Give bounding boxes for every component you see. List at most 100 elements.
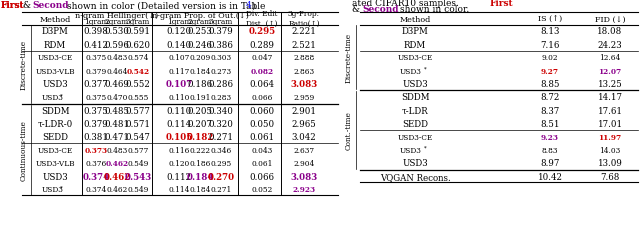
Text: 0.542: 0.542 xyxy=(127,67,150,75)
Text: First: First xyxy=(490,0,514,7)
Text: FID (↓): FID (↓) xyxy=(595,16,625,23)
Text: 0.107: 0.107 xyxy=(168,54,189,62)
Text: 0.375: 0.375 xyxy=(84,106,108,115)
Text: 0.246: 0.246 xyxy=(188,40,212,50)
Text: 3.083: 3.083 xyxy=(291,172,317,181)
Text: 0.471: 0.471 xyxy=(104,133,129,142)
Text: 8.72: 8.72 xyxy=(540,93,560,102)
Text: 0.481: 0.481 xyxy=(104,119,129,128)
Text: USD3-CE: USD3-CE xyxy=(37,146,72,154)
Text: Cont.-time: Cont.-time xyxy=(345,111,353,150)
Text: shown in color.: shown in color. xyxy=(400,5,469,14)
Text: *: * xyxy=(60,184,62,189)
Text: 8.83: 8.83 xyxy=(541,146,558,154)
Text: 2.521: 2.521 xyxy=(292,40,316,50)
Text: 0.346: 0.346 xyxy=(211,146,232,154)
Text: τ-LDR-0: τ-LDR-0 xyxy=(37,119,72,128)
Text: 0.485: 0.485 xyxy=(104,106,129,115)
Text: VQGAN Recons.: VQGAN Recons. xyxy=(380,172,451,181)
Text: 0.286: 0.286 xyxy=(209,80,234,89)
Text: 0.066: 0.066 xyxy=(250,172,275,181)
Text: 3g-Prop.
Ratio(↑): 3g-Prop. Ratio(↑) xyxy=(288,10,320,27)
Text: USD3-CE: USD3-CE xyxy=(397,133,433,141)
Text: 13.25: 13.25 xyxy=(598,80,622,89)
Text: τ-LDR: τ-LDR xyxy=(402,106,428,115)
Text: 0.186: 0.186 xyxy=(189,159,211,167)
Text: 3.042: 3.042 xyxy=(292,133,316,142)
Text: 0.462: 0.462 xyxy=(106,159,129,167)
Text: 2.863: 2.863 xyxy=(293,67,315,75)
Text: 17.01: 17.01 xyxy=(597,119,623,128)
Text: 0.050: 0.050 xyxy=(250,119,275,128)
Text: *: * xyxy=(424,66,426,71)
Text: 0.112: 0.112 xyxy=(166,172,191,181)
Text: 2.959: 2.959 xyxy=(293,94,315,101)
Text: 4: 4 xyxy=(246,2,252,10)
Text: 0.379: 0.379 xyxy=(84,119,108,128)
Text: 0.043: 0.043 xyxy=(252,146,273,154)
Text: 7.68: 7.68 xyxy=(600,172,620,181)
Text: *: * xyxy=(424,145,426,150)
Text: USD3: USD3 xyxy=(400,67,422,75)
Text: 0.374: 0.374 xyxy=(83,172,109,181)
Text: 0.110: 0.110 xyxy=(166,106,191,115)
Text: 0.374: 0.374 xyxy=(85,186,107,194)
Text: 0.066: 0.066 xyxy=(252,94,273,101)
Text: SEDD: SEDD xyxy=(42,133,68,142)
Text: 8.85: 8.85 xyxy=(540,80,560,89)
Text: 0.375: 0.375 xyxy=(85,54,107,62)
Text: 0.182: 0.182 xyxy=(186,133,214,142)
Text: 2.965: 2.965 xyxy=(292,119,316,128)
Text: 0.464: 0.464 xyxy=(106,67,128,75)
Text: 0.577: 0.577 xyxy=(125,106,150,115)
Text: Method: Method xyxy=(399,16,431,23)
Text: SEDD: SEDD xyxy=(402,119,428,128)
Text: 0.120: 0.120 xyxy=(168,159,189,167)
Text: 14.17: 14.17 xyxy=(598,93,623,102)
Text: shown in color (Detailed version is in Table: shown in color (Detailed version is in T… xyxy=(67,2,266,10)
Text: USD3: USD3 xyxy=(400,146,422,154)
Text: 0.120: 0.120 xyxy=(166,27,191,36)
Text: 0.412: 0.412 xyxy=(83,40,109,50)
Text: USD3: USD3 xyxy=(402,80,428,89)
Text: 0.549: 0.549 xyxy=(127,159,148,167)
Text: USD3-VLB: USD3-VLB xyxy=(35,67,75,75)
Text: 2.888: 2.888 xyxy=(293,54,315,62)
Text: 0.547: 0.547 xyxy=(125,133,150,142)
Text: 0.483: 0.483 xyxy=(106,146,127,154)
Text: 0.064: 0.064 xyxy=(250,80,275,89)
Text: 8.51: 8.51 xyxy=(540,119,560,128)
Text: 0.184: 0.184 xyxy=(189,67,211,75)
Text: USD3: USD3 xyxy=(42,94,64,101)
Text: 0.591: 0.591 xyxy=(125,27,150,36)
Text: 0.379: 0.379 xyxy=(85,67,107,75)
Text: D3PM: D3PM xyxy=(42,27,68,36)
Text: SDDM: SDDM xyxy=(41,106,69,115)
Text: Method: Method xyxy=(40,16,70,23)
Text: Discrete-time: Discrete-time xyxy=(345,33,353,83)
Text: 9.27: 9.27 xyxy=(541,67,559,75)
Text: 0.470: 0.470 xyxy=(106,94,128,101)
Text: 0.381: 0.381 xyxy=(83,133,109,142)
Text: 0.379: 0.379 xyxy=(209,27,234,36)
Text: 0.320: 0.320 xyxy=(209,119,234,128)
Text: 0.555: 0.555 xyxy=(127,94,148,101)
Text: 0.060: 0.060 xyxy=(250,106,275,115)
Text: USD3: USD3 xyxy=(42,80,68,89)
Text: Second: Second xyxy=(362,5,399,14)
Text: 2.923: 2.923 xyxy=(292,186,316,194)
Text: 2.221: 2.221 xyxy=(292,27,316,36)
Text: 0.052: 0.052 xyxy=(252,186,273,194)
Text: RDM: RDM xyxy=(404,40,426,50)
Text: 0.376: 0.376 xyxy=(85,159,107,167)
Text: 17.61: 17.61 xyxy=(598,106,623,115)
Text: 0.295: 0.295 xyxy=(211,159,232,167)
Text: 0.303: 0.303 xyxy=(211,54,232,62)
Text: 0.205: 0.205 xyxy=(188,106,212,115)
Text: USD3: USD3 xyxy=(42,186,64,194)
Text: 18.08: 18.08 xyxy=(597,27,623,36)
Text: SDDM: SDDM xyxy=(401,93,429,102)
Text: 8.13: 8.13 xyxy=(540,27,560,36)
Text: ).: ). xyxy=(251,2,257,10)
Text: 12.07: 12.07 xyxy=(598,67,621,75)
